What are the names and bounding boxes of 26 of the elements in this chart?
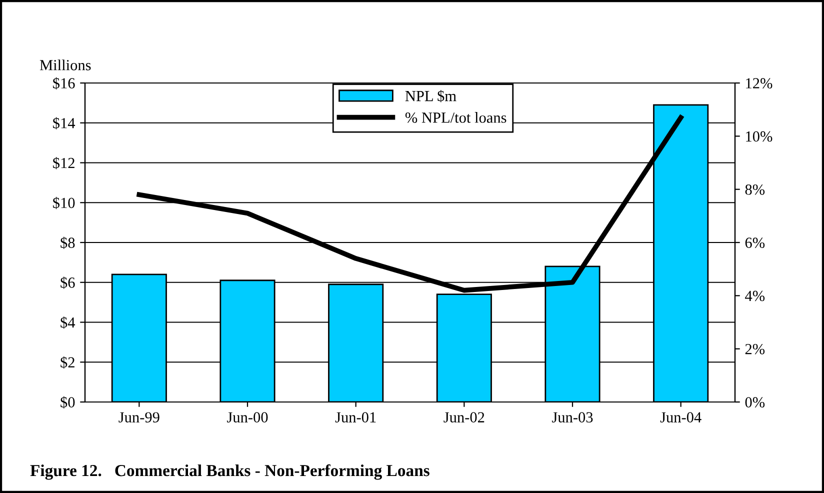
legend-label: NPL $m [405, 90, 456, 102]
y-tick-label: $12 [53, 156, 74, 170]
y-tick-label: $0 [60, 396, 75, 408]
text: Figure 12. Commercial Banks - Non-Performing Loans [30, 464, 430, 480]
legend-label: % NPL/tot loans [405, 112, 506, 123]
y-tick-label: $8 [60, 236, 75, 249]
y2-tick-label: 12% [746, 78, 772, 88]
y2-tick-label: 4% [745, 290, 765, 302]
y-axis-title: Millions [40, 60, 91, 70]
y2-tick-label: 6% [745, 238, 765, 248]
x-tick-label: Jun-99 [118, 412, 160, 422]
y2-tick-label: 0% [745, 397, 765, 408]
y-tick-label: $4 [60, 316, 76, 329]
x-tick-label: Jun-00 [227, 412, 268, 422]
x-tick-label: Jun-04 [660, 412, 702, 422]
y-tick-label: $14 [53, 117, 76, 130]
y-tick-label: $16 [53, 77, 75, 90]
y-tick-label: $10 [53, 196, 75, 210]
x-tick-label: Jun-01 [335, 412, 376, 422]
x-tick-label: Jun-03 [552, 412, 593, 422]
y-tick-label: $2 [60, 356, 74, 369]
y2-tick-label: 8% [745, 184, 765, 195]
x-tick-label: Jun-02 [444, 412, 484, 422]
y2-tick-label: 2% [745, 344, 765, 354]
y-tick-label: $6 [60, 276, 75, 289]
y2-tick-label: 10% [746, 131, 772, 142]
